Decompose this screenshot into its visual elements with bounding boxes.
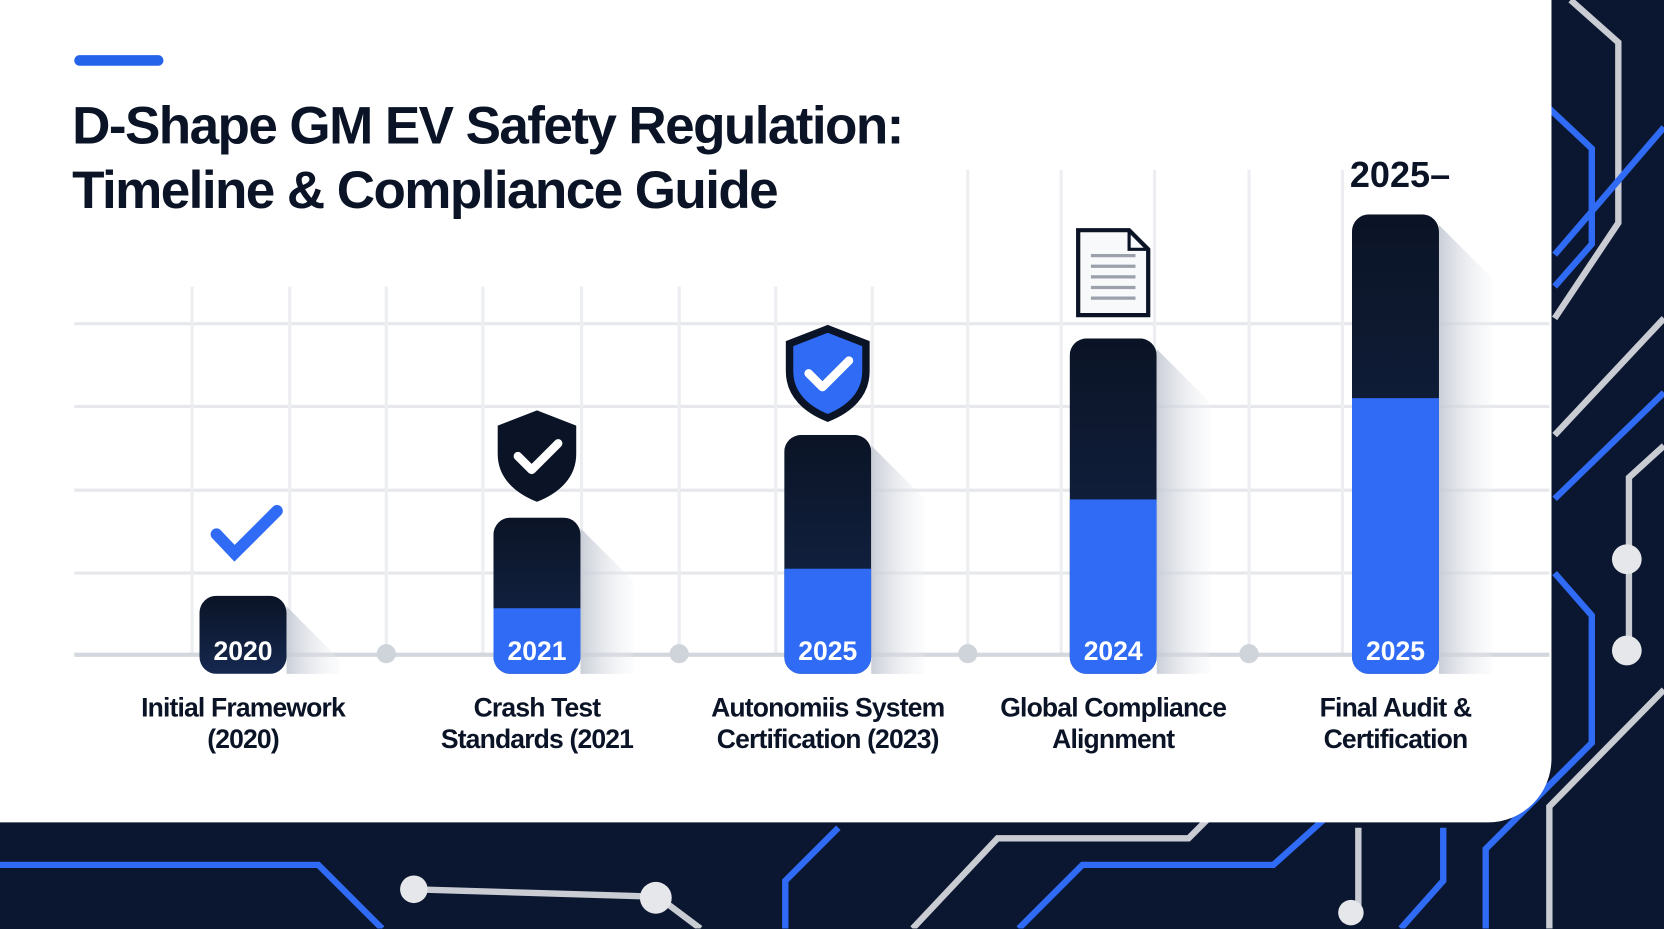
timeline-bar-4: 2024 — [1069, 228, 1210, 674]
bar-dark-segment — [199, 595, 287, 674]
accent-bar — [74, 55, 164, 66]
shield-check-icon — [785, 324, 870, 422]
milestone-label-line1: Global Compliance — [1000, 692, 1227, 723]
timeline-bar-1: 2020 — [199, 505, 340, 674]
bar-shadow — [1438, 224, 1493, 674]
timeline-dot — [1239, 644, 1259, 664]
bar-shadow — [871, 445, 925, 674]
milestone-label-line2: Certification (2023) — [716, 724, 940, 755]
milestone-label-line2: (2020) — [207, 724, 279, 755]
timeline-bar-2: 2021 — [493, 410, 634, 674]
document-icon — [1076, 228, 1151, 318]
milestone-label: Initial Framework (2020) — [110, 692, 375, 756]
milestone-label-line2: Standards (2021 — [440, 724, 634, 755]
bar-blue-segment — [1351, 398, 1439, 674]
bar-blue-segment — [493, 608, 581, 674]
milestone-label: Autonomiis System Certification (2023) — [695, 692, 960, 756]
bar-blue-segment — [1069, 499, 1157, 674]
milestone-label-line1: Autonomiis System — [711, 692, 945, 723]
bar-shadow — [580, 528, 634, 674]
top-annotation: 2025– — [1349, 154, 1451, 196]
milestone-label: Crash Test Standards (2021 — [404, 692, 669, 756]
bar-shadow — [1156, 349, 1210, 674]
milestone-label-line1: Crash Test — [473, 692, 602, 723]
timeline-bar-5: 2025 — [1351, 214, 1493, 674]
milestone-label-line1: Initial Framework — [141, 692, 346, 723]
timeline-dot — [376, 644, 396, 664]
page-title: D-Shape GM EV Safety Regulation: Timelin… — [72, 95, 904, 220]
milestone-label-line2: Certification — [1323, 724, 1469, 755]
timeline-bar-3: 2025 — [784, 324, 925, 674]
bar-shadow — [286, 606, 340, 674]
checkmark-icon — [210, 505, 283, 562]
milestone-label-line1: Final Audit & — [1319, 692, 1472, 723]
bar-year-label: 2020 — [214, 636, 273, 666]
shield-check-icon — [497, 410, 577, 502]
bar-blue-segment — [784, 568, 872, 674]
timeline-dot — [958, 644, 978, 664]
timeline-dot — [669, 644, 689, 664]
milestone-label-line2: Alignment — [1052, 724, 1175, 755]
bar-year-label: 2021 — [507, 636, 566, 666]
milestone-label: Final Audit & Certification — [1263, 692, 1528, 756]
bar-year-label: 2025 — [1366, 636, 1425, 666]
bar-year-label: 2024 — [1084, 636, 1143, 666]
bar-year-label: 2025 — [798, 636, 857, 666]
milestone-label: Global Compliance Alignment — [981, 692, 1246, 756]
